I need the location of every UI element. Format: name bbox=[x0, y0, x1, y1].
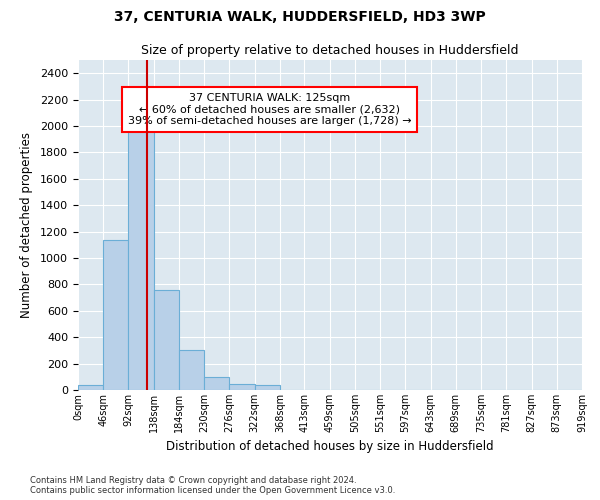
Bar bbox=[204, 377, 229, 390]
Text: Contains HM Land Registry data © Crown copyright and database right 2024.
Contai: Contains HM Land Registry data © Crown c… bbox=[30, 476, 395, 495]
Bar bbox=[103, 240, 128, 390]
Text: 37 CENTURIA WALK: 125sqm
← 60% of detached houses are smaller (2,632)
39% of sem: 37 CENTURIA WALK: 125sqm ← 60% of detach… bbox=[128, 93, 412, 126]
X-axis label: Distribution of detached houses by size in Huddersfield: Distribution of detached houses by size … bbox=[166, 440, 494, 454]
Bar bbox=[78, 384, 103, 390]
Bar bbox=[229, 384, 254, 390]
Title: Size of property relative to detached houses in Huddersfield: Size of property relative to detached ho… bbox=[141, 44, 519, 58]
Bar bbox=[128, 132, 154, 390]
Text: 37, CENTURIA WALK, HUDDERSFIELD, HD3 3WP: 37, CENTURIA WALK, HUDDERSFIELD, HD3 3WP bbox=[114, 10, 486, 24]
Bar bbox=[154, 290, 179, 390]
Bar bbox=[254, 386, 280, 390]
Bar bbox=[179, 350, 204, 390]
Y-axis label: Number of detached properties: Number of detached properties bbox=[20, 132, 33, 318]
